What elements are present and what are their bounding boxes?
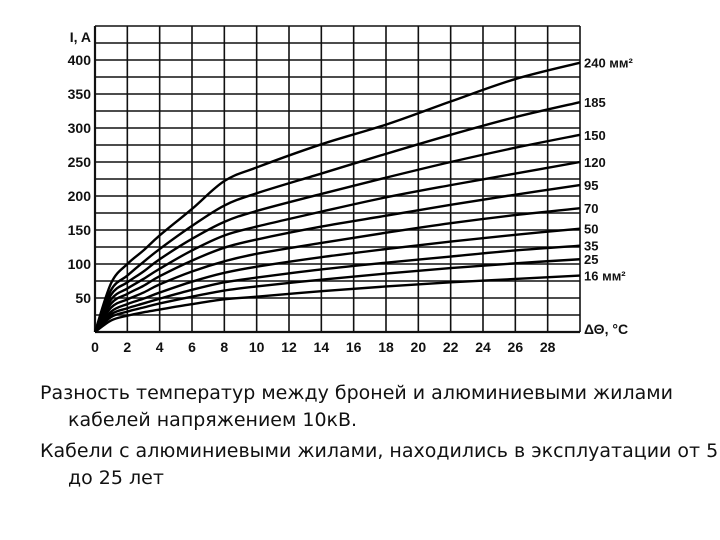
series-line bbox=[94, 258, 581, 333]
series-line bbox=[94, 274, 581, 333]
x-tick-label: 24 bbox=[475, 339, 491, 355]
x-tick-label: 18 bbox=[378, 339, 394, 355]
series-line bbox=[93, 133, 581, 333]
y-tick-label: 200 bbox=[68, 188, 92, 204]
chart-tick-labels: 0 2 4 6 8 10 12 14 16 18 20 22 24 26 28501001502002503… bbox=[68, 52, 556, 355]
x-tick-label: 4 bbox=[156, 339, 164, 355]
series-label: 16 мм² bbox=[584, 269, 626, 284]
chart-grid bbox=[93, 25, 581, 334]
series-line bbox=[93, 183, 581, 333]
x-tick-label: 22 bbox=[443, 339, 459, 355]
series-line bbox=[93, 61, 581, 333]
series-label: 185 bbox=[584, 95, 606, 110]
y-tick-label: 150 bbox=[68, 222, 92, 238]
series-label: 25 bbox=[584, 252, 598, 267]
x-tick-label: 26 bbox=[508, 339, 524, 355]
x-tick-label: 2 bbox=[123, 339, 131, 355]
y-tick-label: 400 bbox=[68, 52, 92, 68]
series-line bbox=[93, 207, 581, 333]
series-label: 120 bbox=[584, 155, 606, 170]
y-tick-label: 50 bbox=[75, 290, 91, 306]
y-axis-title: I, A bbox=[70, 29, 91, 45]
y-tick-label: 250 bbox=[68, 154, 92, 170]
x-tick-label: 0 bbox=[91, 339, 99, 355]
series-label: 240 мм² bbox=[584, 56, 634, 71]
x-tick-label: 14 bbox=[314, 339, 330, 355]
y-tick-label: 100 bbox=[68, 256, 92, 272]
series-line bbox=[94, 227, 581, 333]
series-line bbox=[93, 160, 581, 333]
x-tick-label: 6 bbox=[188, 339, 196, 355]
series-label: 70 bbox=[584, 201, 598, 216]
chart-series-lines bbox=[93, 61, 581, 333]
caption-line-1: Разность температур между броней и алюми… bbox=[40, 382, 673, 431]
series-label: 50 bbox=[584, 222, 598, 237]
x-tick-label: 20 bbox=[411, 339, 427, 355]
series-line bbox=[93, 100, 581, 333]
series-label: 35 bbox=[584, 239, 598, 254]
x-tick-label: 12 bbox=[281, 339, 297, 355]
x-tick-label: 16 bbox=[346, 339, 362, 355]
series-label: 150 bbox=[584, 128, 606, 143]
y-tick-label: 350 bbox=[68, 86, 92, 102]
y-tick-label: 300 bbox=[68, 120, 92, 136]
x-axis-title: ΔΘ, °C bbox=[584, 321, 628, 337]
x-tick-label: 8 bbox=[220, 339, 228, 355]
caption-line-2: Кабели с алюминиевыми жилами, находились… bbox=[40, 440, 719, 489]
x-tick-label: 10 bbox=[249, 339, 265, 355]
series-label: 95 bbox=[584, 178, 598, 193]
x-tick-label: 28 bbox=[540, 339, 556, 355]
series-line bbox=[94, 244, 581, 333]
